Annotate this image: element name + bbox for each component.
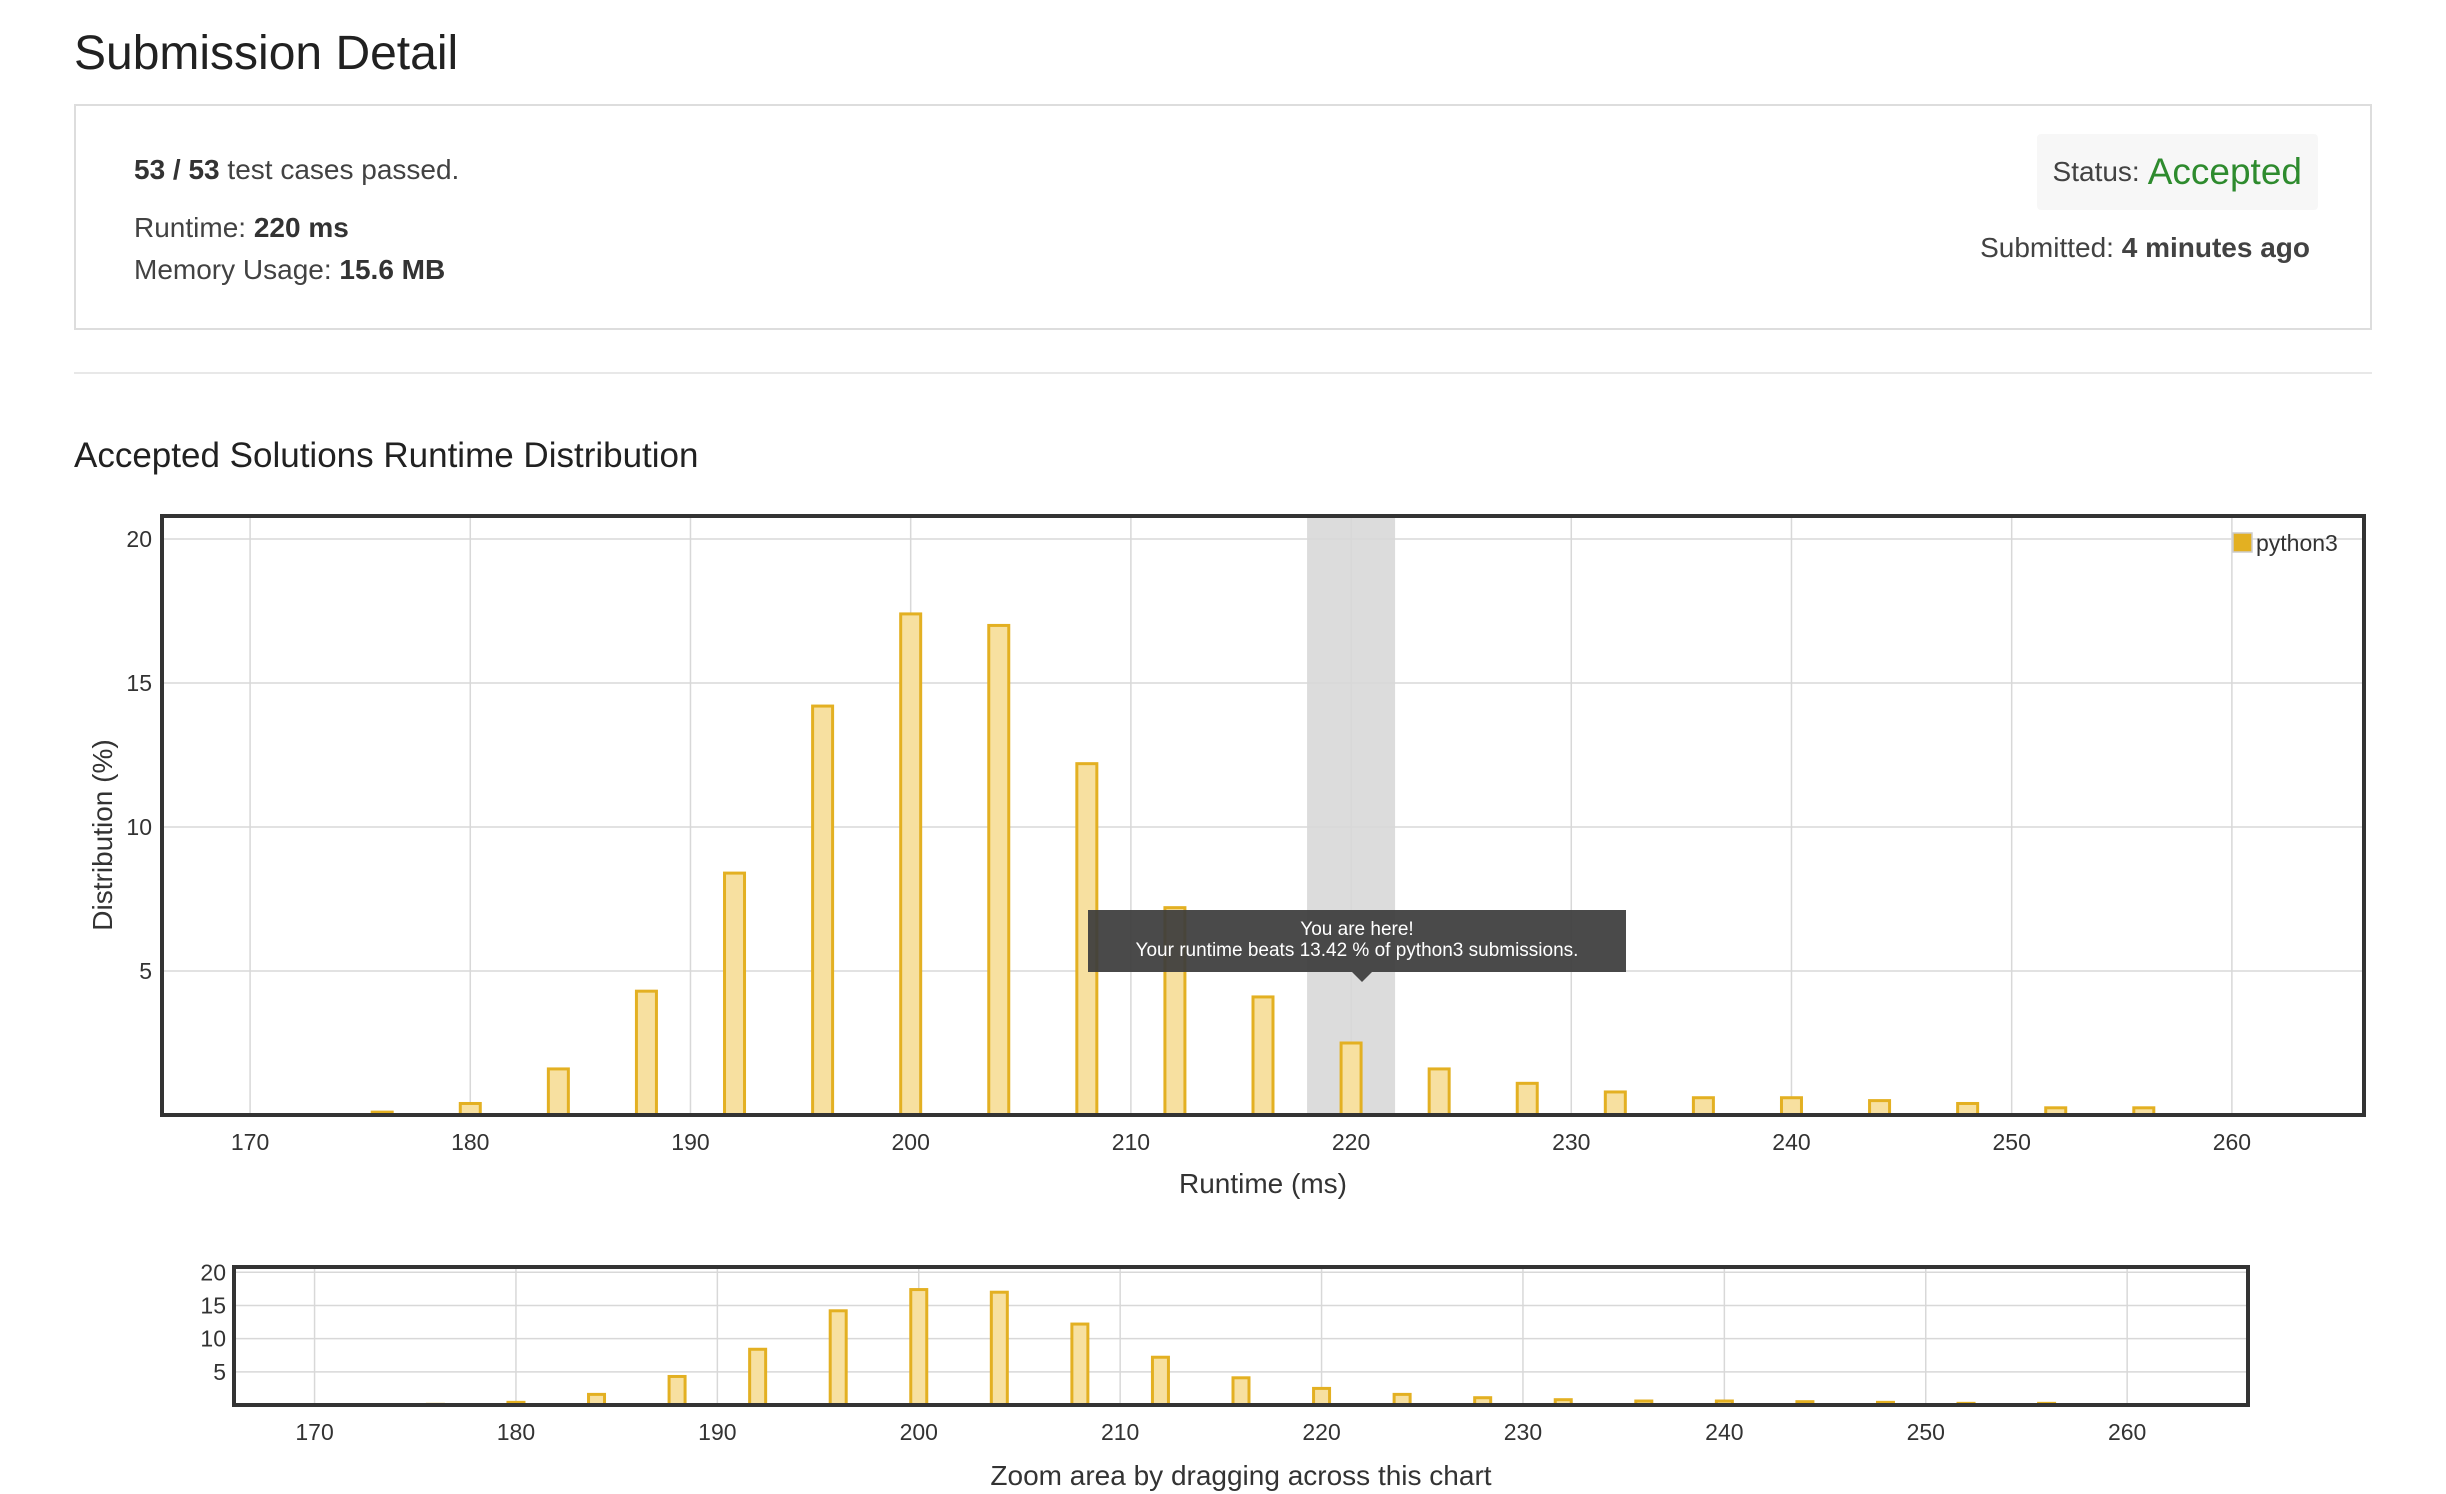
legend-swatch bbox=[2232, 532, 2253, 553]
bar bbox=[989, 1290, 1009, 1407]
status-value[interactable]: Accepted bbox=[2147, 151, 2302, 192]
memory-line: Memory Usage: 15.6 MB bbox=[134, 254, 445, 286]
runtime-value: 220 ms bbox=[253, 212, 349, 243]
bar bbox=[987, 623, 1011, 1117]
x-tick-label: 180 bbox=[497, 1419, 535, 1445]
memory-value: 15.6 MB bbox=[339, 254, 446, 285]
passed-count: 53 / 53 bbox=[134, 154, 220, 185]
x-tick-label: 200 bbox=[891, 1129, 929, 1155]
runtime-label: Runtime: bbox=[134, 212, 247, 243]
divider bbox=[74, 372, 2372, 374]
x-tick-label: 170 bbox=[231, 1129, 269, 1155]
y-tick-label: 5 bbox=[139, 958, 152, 984]
legend-label: python3 bbox=[2256, 530, 2338, 556]
bar bbox=[1150, 1355, 1170, 1407]
submitted-value: 4 minutes ago bbox=[2121, 232, 2310, 263]
main-chart[interactable]: 170 180 190 200 210 220 230 240 250 260 5 10 15 20 Run… bbox=[87, 514, 2366, 1199]
y-tick-label: 5 bbox=[213, 1359, 226, 1385]
bar bbox=[748, 1347, 768, 1407]
bar bbox=[546, 1067, 570, 1117]
y-tick-label: 20 bbox=[200, 1259, 226, 1285]
submitted-line: Submitted: 4 minutes ago bbox=[1980, 232, 2310, 264]
y-tick-label: 20 bbox=[126, 526, 152, 552]
bar bbox=[1868, 1099, 1892, 1117]
y-tick-label: 15 bbox=[126, 670, 152, 696]
passed-suffix: test cases passed. bbox=[227, 154, 460, 185]
x-tick-label: 220 bbox=[1302, 1419, 1340, 1445]
submitted-label: Submitted: bbox=[1980, 232, 2114, 263]
x-tick-label: 190 bbox=[671, 1129, 709, 1155]
navigator-chart[interactable]: 170 180 190 200 210 220 230 240 250 260 5 10 15 20 Zoo… bbox=[200, 1259, 2250, 1491]
x-tick-label: 250 bbox=[1907, 1419, 1945, 1445]
x-tick-label: 260 bbox=[2213, 1129, 2251, 1155]
status-label: Status: bbox=[2052, 156, 2140, 187]
page-title: Submission Detail bbox=[74, 27, 459, 80]
submission-summary: 53 / 53 test cases passed. Runtime: 220 … bbox=[74, 104, 2372, 330]
x-tick-label: 230 bbox=[1504, 1419, 1542, 1445]
bar bbox=[1515, 1081, 1539, 1117]
x-tick-label: 190 bbox=[698, 1419, 736, 1445]
tooltip-line2: Your runtime beats 13.42 % of python3 su… bbox=[1135, 940, 1579, 961]
x-tick-label: 170 bbox=[295, 1419, 333, 1445]
bar bbox=[1312, 1386, 1332, 1407]
bar bbox=[1427, 1067, 1451, 1117]
bar bbox=[723, 871, 747, 1117]
section-title: Accepted Solutions Runtime Distribution bbox=[74, 436, 699, 475]
bar bbox=[1070, 1322, 1090, 1407]
zoom-hint: Zoom area by dragging across this chart bbox=[990, 1460, 1491, 1491]
bar bbox=[811, 704, 835, 1117]
bar bbox=[828, 1309, 848, 1407]
y-axis-title: Distribution (%) bbox=[87, 739, 118, 930]
x-tick-label: 250 bbox=[1992, 1129, 2030, 1155]
bar bbox=[634, 989, 658, 1117]
x-tick-label: 260 bbox=[2108, 1419, 2146, 1445]
memory-label: Memory Usage: bbox=[134, 254, 332, 285]
x-tick-label: 200 bbox=[900, 1419, 938, 1445]
bar bbox=[1779, 1096, 1803, 1117]
x-tick-label: 210 bbox=[1101, 1419, 1139, 1445]
bar bbox=[1339, 1041, 1363, 1117]
bar bbox=[1603, 1090, 1627, 1117]
bar bbox=[909, 1288, 929, 1407]
bar bbox=[899, 612, 923, 1117]
bar bbox=[1251, 995, 1275, 1117]
bar bbox=[1691, 1096, 1715, 1117]
x-tick-label: 240 bbox=[1705, 1419, 1743, 1445]
runtime-line: Runtime: 220 ms bbox=[134, 212, 349, 244]
y-tick-label: 10 bbox=[200, 1326, 226, 1352]
x-tick-label: 210 bbox=[1112, 1129, 1150, 1155]
y-tick-label: 15 bbox=[200, 1293, 226, 1319]
status-badge[interactable]: Status: Accepted bbox=[2036, 134, 2318, 210]
bar bbox=[1231, 1376, 1251, 1407]
runtime-tooltip: You are here! Your runtime beats 13.42 %… bbox=[1088, 910, 1626, 982]
x-tick-label: 220 bbox=[1332, 1129, 1370, 1155]
bar bbox=[667, 1374, 687, 1407]
x-tick-label: 240 bbox=[1772, 1129, 1810, 1155]
test-cases-passed: 53 / 53 test cases passed. bbox=[134, 154, 459, 186]
x-tick-label: 230 bbox=[1552, 1129, 1590, 1155]
tooltip-line1: You are here! bbox=[1300, 919, 1414, 940]
plot-frame bbox=[232, 1265, 2250, 1407]
plot-frame bbox=[160, 514, 2366, 1117]
x-tick-label: 180 bbox=[451, 1129, 489, 1155]
y-tick-label: 10 bbox=[126, 814, 152, 840]
x-axis-title: Runtime (ms) bbox=[1179, 1168, 1347, 1199]
